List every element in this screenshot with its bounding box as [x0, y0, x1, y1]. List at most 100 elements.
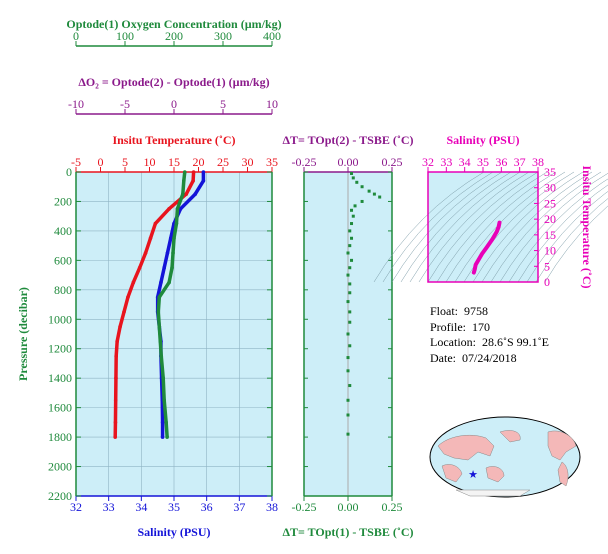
ts-density-contour: [454, 171, 566, 283]
temperature-axis-tick-label: 0: [98, 155, 104, 169]
delta-t-point: [348, 384, 352, 388]
oxygen-axis-tick-label: 300: [214, 29, 232, 43]
world-map-icon: ★: [429, 416, 581, 498]
temperature-axis-tick-label: 20: [193, 155, 205, 169]
temperature-point: [191, 179, 195, 183]
delta-t-top-axis-tick-label: 0.25: [382, 155, 403, 169]
oxygen-point: [174, 221, 179, 226]
ts-density-contour: [427, 171, 539, 283]
ts-density-contour: [472, 171, 584, 283]
ts-salinity-label: Salinity (PSU): [446, 133, 519, 147]
ts-panel: Salinity (PSU) Insitu Temperature (˚C) 3…: [373, 133, 608, 289]
delta-t-point: [351, 214, 355, 218]
location-value: 28.6˚S 99.1˚E: [481, 335, 549, 349]
pressure-tick-label: 1000: [48, 312, 72, 326]
oxygen-point: [172, 236, 176, 241]
ts-temperature-tick-label: 25: [544, 196, 556, 210]
delta-t-point: [348, 244, 352, 248]
ts-density-contour: [517, 184, 608, 283]
temperature-point: [122, 310, 126, 314]
float-value: 9758: [464, 304, 489, 318]
oxygen-point: [158, 339, 163, 344]
delta-t-bottom-label: ΔT= TOpt(1) - TSBE (˚C): [282, 525, 413, 539]
temperature-point: [126, 295, 130, 299]
profile-row: Profile: 170: [430, 320, 549, 336]
date-label: Date:: [430, 350, 456, 365]
delta-t-panel: ΔT= TOpt(2) - TSBE (˚C) ΔT= TOpt(1) - TS…: [282, 133, 413, 539]
delta-t-point: [346, 398, 350, 402]
delta-t-bottom-axis-tick-label: 0.25: [382, 500, 403, 514]
temperature-point: [113, 420, 118, 425]
delta-t-point: [350, 258, 354, 262]
delta-o2-axis-tick-label: 5: [220, 97, 226, 111]
ts-temperature-tick-label: 0: [544, 275, 550, 289]
pressure-tick-label: 600: [54, 253, 72, 267]
oxygen-point: [162, 398, 166, 403]
ts-density-contour: [508, 178, 608, 283]
ts-density-contour: [481, 171, 593, 283]
oxygen-point: [182, 170, 187, 174]
salinity-point: [162, 265, 166, 270]
pressure-tick-label: 2200: [48, 489, 72, 503]
delta-t-point: [350, 222, 354, 226]
ts-density-contour: [544, 205, 608, 283]
salinity-point: [165, 251, 170, 255]
temperature-axis-tick-label: 35: [266, 155, 278, 169]
temperature-point: [115, 339, 119, 344]
oxygen-axis: Optode(1) Oxygen Concentration (µm/kg) 0…: [66, 17, 282, 47]
ts-density-contour: [445, 171, 557, 283]
location-label: Location:: [430, 335, 476, 349]
oxygen-point: [181, 192, 185, 196]
oxygen-point: [167, 280, 171, 285]
ts-density-contour: [526, 191, 608, 283]
temperature-point: [114, 354, 118, 358]
salinity-axis-tick-label: 34: [135, 500, 147, 514]
delta-t-point: [372, 192, 376, 196]
float-label: Float:: [430, 304, 459, 318]
delta-t-point: [360, 199, 364, 203]
temperature-point: [118, 324, 122, 329]
location-row: Location: 28.6˚S 99.1˚E: [430, 335, 549, 351]
salinity-point: [201, 179, 206, 183]
delta-t-point: [348, 282, 352, 286]
salinity-axis-tick-label: 35: [168, 500, 180, 514]
delta-t-point: [350, 171, 354, 175]
ts-salinity-axis-tick-label: 35: [477, 155, 489, 169]
oxygen-point: [165, 435, 169, 439]
ts-salinity-axis-tick-label: 33: [440, 155, 452, 169]
delta-t-point: [353, 204, 357, 208]
ts-temperature-tick-label: 20: [544, 212, 556, 226]
ts-density-contour: [499, 172, 608, 283]
delta-t-point: [367, 189, 371, 193]
ts-density-contour: [490, 171, 602, 283]
delta-t-point: [351, 176, 355, 180]
delta-o2-axis: ΔO₂ = Optode(2) - Optode(1) (µm/kg) -10 -…: [68, 75, 278, 115]
delta-t-point: [346, 332, 350, 336]
temperature-point: [184, 192, 189, 196]
pressure-tick-label: 2000: [48, 460, 72, 474]
pressure-tick-label: 200: [54, 194, 72, 208]
main-profile-panel: Insitu Temperature (˚C) Salinity (PSU) P…: [16, 133, 278, 539]
profile-label: Profile:: [430, 319, 466, 334]
salinity-axis-label: Salinity (PSU): [137, 525, 210, 539]
ts-temperature-tick-label: 35: [544, 165, 556, 179]
oxygen-point: [182, 179, 186, 183]
delta-t-point: [350, 236, 354, 240]
delta-t-point: [348, 291, 352, 295]
temperature-axis-tick-label: 10: [144, 155, 156, 169]
ts-salinity-axis-tick-label: 37: [514, 155, 526, 169]
delta-t-bottom-axis-tick-label: 0.00: [338, 500, 359, 514]
oxygen-point: [175, 207, 180, 211]
delta-t-point: [346, 432, 350, 436]
oxygen-point: [156, 310, 161, 314]
temperature-point: [131, 280, 136, 285]
salinity-axis-tick-label: 36: [201, 500, 213, 514]
ts-density-contour: [418, 171, 530, 283]
delta-o2-axis-label: ΔO₂ = Optode(2) - Optode(1) (µm/kg): [78, 75, 269, 89]
ts-density-contour: [400, 171, 512, 283]
salinity-axis-tick-label: 33: [103, 500, 115, 514]
oxygen-point: [157, 324, 162, 329]
oxygen-point: [170, 265, 174, 270]
pressure-tick-label: 1200: [48, 342, 72, 356]
delta-t-top-label: ΔT= TOpt(2) - TSBE (˚C): [282, 133, 413, 147]
